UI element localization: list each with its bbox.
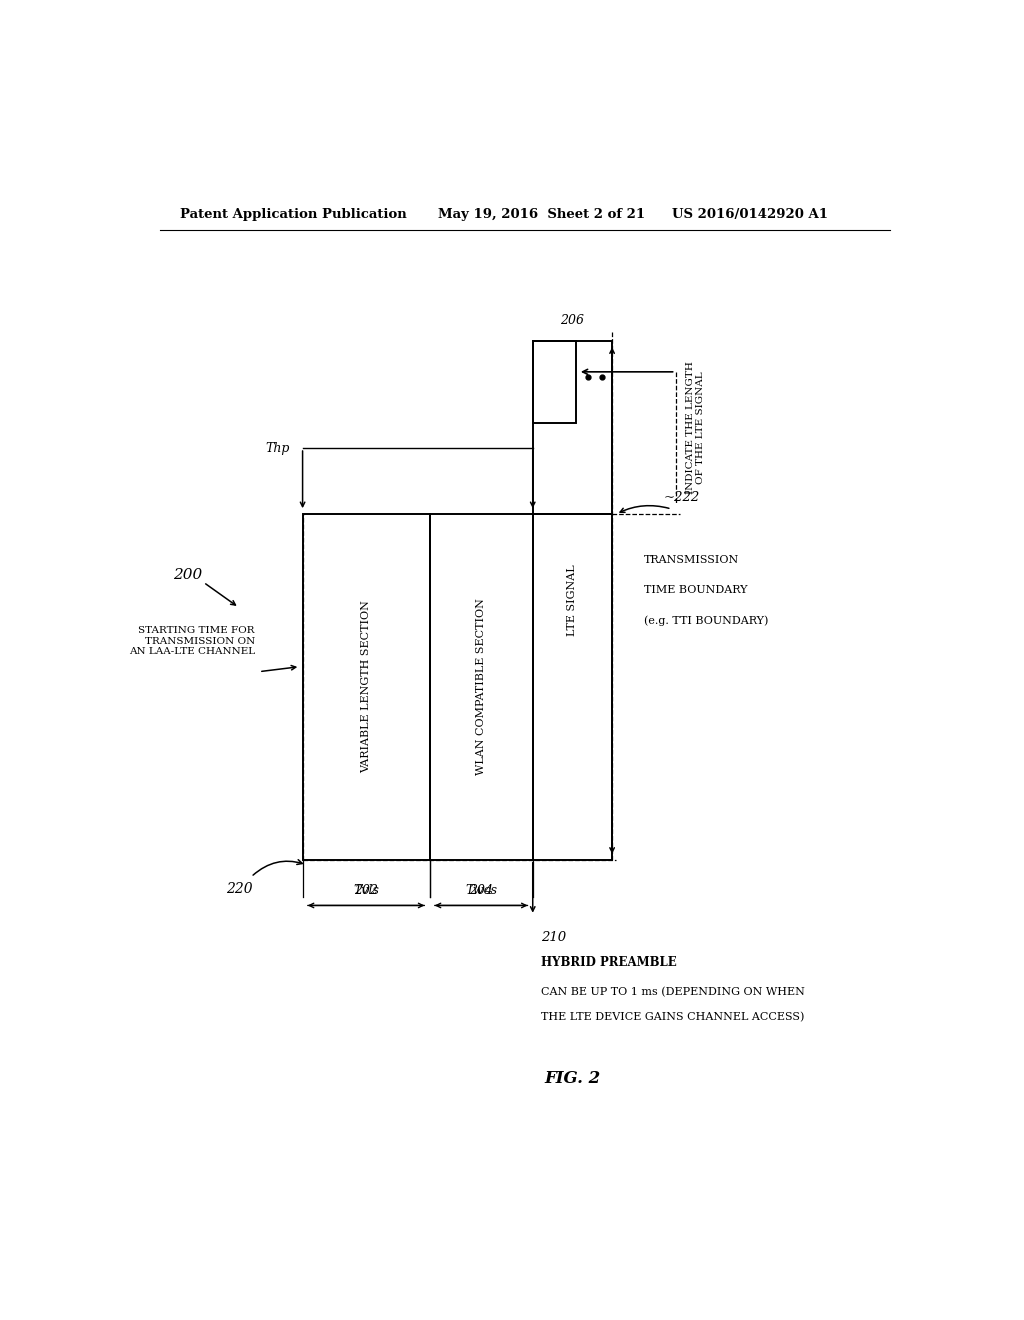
Text: TRANSMISSION: TRANSMISSION [644,554,739,565]
Text: STARTING TIME FOR
TRANSMISSION ON
AN LAA-LTE CHANNEL: STARTING TIME FOR TRANSMISSION ON AN LAA… [129,626,255,656]
Text: ~222: ~222 [664,491,700,504]
Text: 200: 200 [173,568,202,582]
Text: Twcs: Twcs [465,884,498,898]
Text: Thp: Thp [265,442,290,454]
Text: TIME BOUNDARY: TIME BOUNDARY [644,585,748,595]
Text: (e.g. TTI BOUNDARY): (e.g. TTI BOUNDARY) [644,615,768,626]
Text: Tvls: Tvls [353,884,379,898]
Text: THE LTE DEVICE GAINS CHANNEL ACCESS): THE LTE DEVICE GAINS CHANNEL ACCESS) [541,1012,804,1023]
Text: 202: 202 [354,883,378,896]
Text: HYBRID PREAMBLE: HYBRID PREAMBLE [541,956,677,969]
Text: May 19, 2016  Sheet 2 of 21: May 19, 2016 Sheet 2 of 21 [437,207,645,220]
Text: 210: 210 [541,931,566,944]
Text: VARIABLE LENGTH SECTION: VARIABLE LENGTH SECTION [361,601,371,774]
Text: US 2016/0142920 A1: US 2016/0142920 A1 [672,207,827,220]
Text: 220: 220 [225,882,253,896]
Text: 206: 206 [560,314,585,327]
Text: 204: 204 [469,883,494,896]
Text: INDICATE THE LENGTH
OF THE LTE SIGNAL: INDICATE THE LENGTH OF THE LTE SIGNAL [686,362,706,494]
Text: LTE SIGNAL: LTE SIGNAL [567,565,578,636]
Text: WLAN COMPATIBLE SECTION: WLAN COMPATIBLE SECTION [476,598,486,775]
Text: CAN BE UP TO 1 ms (DEPENDING ON WHEN: CAN BE UP TO 1 ms (DEPENDING ON WHEN [541,987,805,997]
Text: Patent Application Publication: Patent Application Publication [179,207,407,220]
Text: FIG. 2: FIG. 2 [545,1069,600,1086]
